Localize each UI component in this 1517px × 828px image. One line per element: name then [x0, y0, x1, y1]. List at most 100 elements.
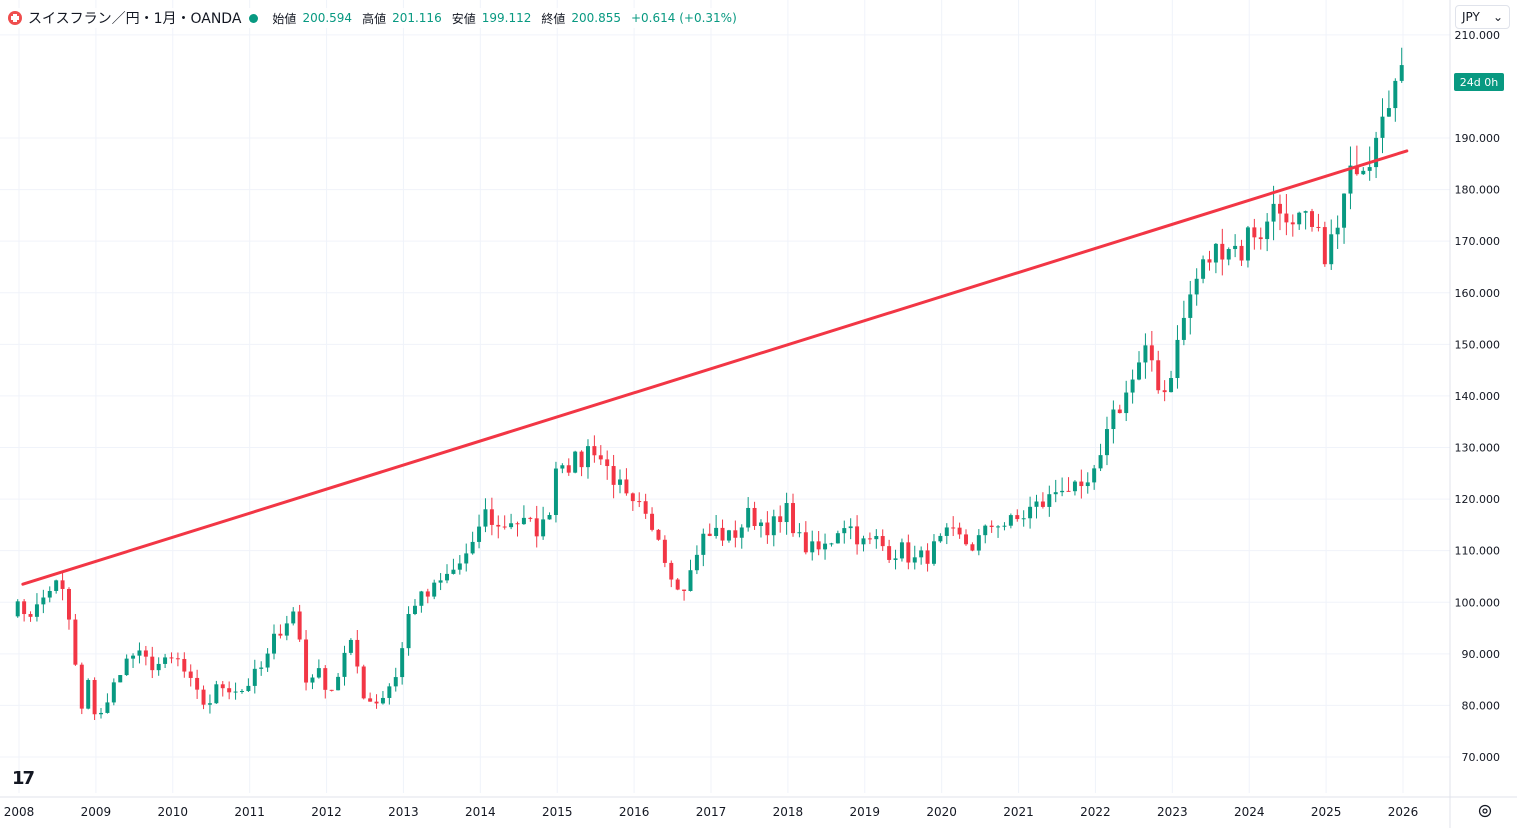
candle-body — [791, 503, 796, 534]
time-tick-label: 2024 — [1234, 805, 1265, 819]
time-tick-label: 2012 — [311, 805, 342, 819]
price-tick-label: 140.000 — [1455, 390, 1501, 403]
candle-body — [1226, 249, 1231, 260]
candle-body — [175, 658, 180, 660]
candle-body — [438, 580, 443, 583]
price-tick-label: 80.000 — [1462, 699, 1501, 712]
candle-body — [1060, 490, 1065, 493]
candle-body — [374, 701, 379, 704]
candle-body — [361, 666, 366, 699]
gear-icon[interactable] — [1477, 803, 1493, 819]
price-tick-label: 170.000 — [1455, 235, 1501, 248]
tradingview-logo-icon[interactable]: 17 — [12, 768, 35, 789]
candle-body — [355, 639, 360, 667]
currency-selector[interactable]: JPY ⌄ — [1455, 5, 1510, 29]
legend-header: スイスフラン／円・1月・OANDA 始値 200.594 高値 201.116 安値… — [8, 8, 737, 28]
candle-body — [34, 604, 39, 617]
candle-body — [1098, 455, 1103, 469]
candle-body — [348, 639, 353, 653]
candle-body — [874, 536, 879, 540]
candle-body — [272, 633, 277, 654]
candle-body — [835, 533, 840, 544]
symbol-title[interactable]: スイスフラン／円・1月・OANDA — [28, 11, 242, 27]
candle-body — [329, 689, 334, 691]
candle-body — [150, 656, 155, 671]
candle-body — [1220, 243, 1225, 260]
candle-body — [746, 507, 751, 528]
resistance-trendline — [21, 149, 1409, 586]
candle-body — [758, 522, 763, 527]
market-status-icon — [249, 13, 259, 23]
time-tick-label: 2022 — [1080, 805, 1111, 819]
candle-body — [246, 685, 251, 692]
candle-body — [380, 697, 385, 704]
candle-body — [509, 523, 514, 528]
candle-body — [182, 658, 187, 672]
candle-body — [477, 526, 482, 542]
candle-body — [1040, 501, 1045, 507]
candle-body — [1201, 259, 1206, 279]
candle-body — [1258, 237, 1263, 240]
candle-body — [105, 702, 110, 713]
candle-body — [304, 639, 309, 683]
candle-body — [778, 516, 783, 523]
candle-body — [1290, 222, 1295, 225]
time-tick-label: 2015 — [542, 805, 573, 819]
candle-body — [207, 703, 212, 705]
candle-body — [1015, 515, 1020, 520]
time-tick-label: 2020 — [926, 805, 957, 819]
candle-body — [99, 712, 104, 715]
time-tick-label: 2023 — [1157, 805, 1188, 819]
price-tick-label: 90.000 — [1462, 648, 1501, 661]
candle-body — [919, 550, 924, 558]
chevron-down-icon: ⌄ — [1492, 10, 1503, 24]
candle-body — [73, 619, 78, 665]
candle-body — [227, 688, 232, 693]
candle-body — [816, 541, 821, 550]
candle-body — [496, 524, 501, 527]
candle-body — [41, 597, 46, 605]
candle-body — [964, 534, 969, 545]
candle-body — [1239, 245, 1244, 261]
candle-body — [54, 580, 59, 591]
candle-body — [1367, 167, 1372, 171]
time-tick-label: 2018 — [773, 805, 804, 819]
candle-body — [22, 601, 27, 615]
candle-body — [489, 509, 494, 525]
candle-body — [925, 550, 930, 564]
price-tick-label: 100.000 — [1455, 596, 1501, 609]
time-tick-label: 2025 — [1311, 805, 1342, 819]
candle-body — [195, 677, 200, 690]
candle-body — [1028, 506, 1033, 519]
candle-body — [1008, 515, 1013, 526]
low-value: 199.112 — [481, 11, 532, 25]
candle-body — [842, 528, 847, 534]
candle-body — [1322, 227, 1327, 265]
candle-body — [694, 554, 699, 571]
candle-body — [233, 691, 238, 693]
candle-body — [400, 648, 405, 678]
candle-body — [1310, 211, 1315, 227]
price-tick-label: 180.000 — [1455, 184, 1501, 197]
candle-body — [592, 446, 597, 456]
price-tick-label: 150.000 — [1455, 338, 1501, 351]
candle-body — [624, 479, 629, 494]
candle-body — [573, 451, 578, 473]
candle-body — [893, 558, 898, 560]
time-tick-label: 2014 — [465, 805, 496, 819]
candle-body — [1130, 379, 1135, 393]
close-value: 200.855 — [571, 11, 621, 25]
candle-body — [534, 518, 539, 537]
candle-body — [1207, 259, 1212, 263]
candle-body — [970, 544, 975, 551]
price-tick-label: 120.000 — [1455, 493, 1501, 506]
time-tick-label: 2019 — [850, 805, 881, 819]
candle-body — [887, 546, 892, 560]
candle-body — [310, 677, 315, 683]
candle-body — [1111, 409, 1116, 430]
candle-body — [1354, 165, 1359, 175]
candle-body — [163, 657, 168, 664]
candle-body — [547, 515, 552, 520]
change-value: +0.614 (+0.31%) — [630, 11, 737, 25]
